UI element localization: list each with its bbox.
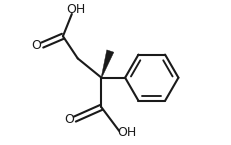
Text: O: O (31, 39, 41, 52)
Text: OH: OH (117, 126, 136, 139)
Text: O: O (64, 113, 74, 126)
Text: OH: OH (67, 3, 86, 16)
Polygon shape (101, 50, 114, 78)
